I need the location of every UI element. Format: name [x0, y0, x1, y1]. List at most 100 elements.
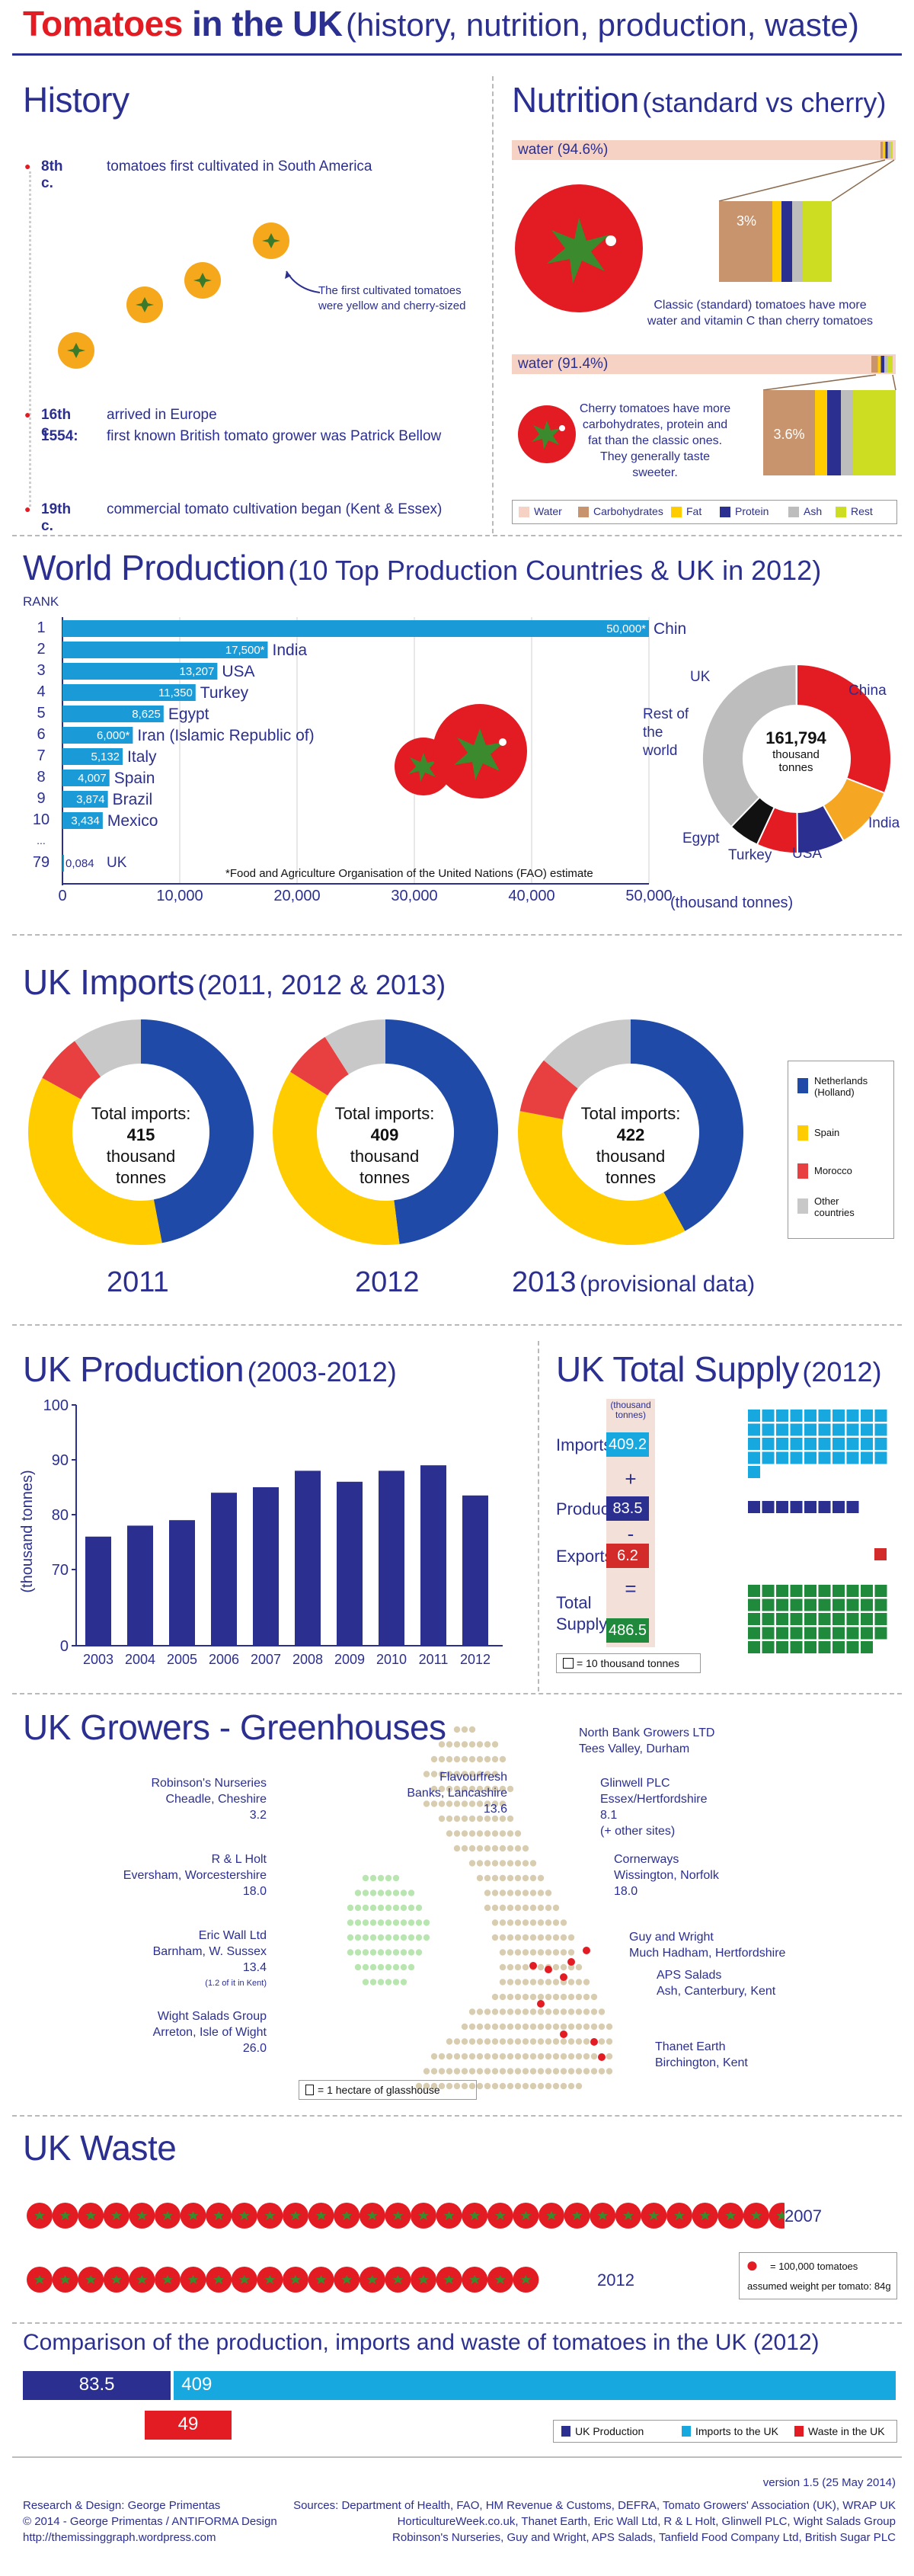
donut-slice: [385, 1019, 499, 1244]
supply-square: [846, 1585, 859, 1597]
imports-center-2011: Total imports: 415 thousand tonnes: [91, 1104, 191, 1187]
map-dot: [514, 1830, 522, 1837]
map-dot: [552, 1904, 560, 1912]
imports-title: UK Imports (2011, 2012 & 2013): [23, 962, 446, 1002]
supply-square: [776, 1627, 788, 1640]
bar: [211, 1493, 237, 1646]
grower-hectares: 18.0: [242, 1885, 267, 1898]
map-dot: [537, 2082, 545, 2090]
map-dot: [461, 2038, 468, 2045]
donut-label-egypt: Egypt: [682, 830, 720, 846]
grower-name: Robinson's Nurseries: [151, 1777, 267, 1790]
map-dot: [537, 1949, 545, 1956]
footer-version: version 1.5 (25 May 2014): [762, 2476, 896, 2489]
y-tick-label: 100: [43, 1397, 69, 1414]
world-footnote: *Food and Agriculture Organisation of th…: [225, 867, 593, 880]
map-dot: [453, 1815, 461, 1822]
supply-op: +: [625, 1467, 637, 1490]
map-dot: [567, 2082, 575, 2090]
map-dot: [446, 1771, 453, 1778]
bar: [62, 812, 103, 829]
grower-place: Tees Valley, Durham: [579, 1742, 690, 1755]
tomato-leaf: [136, 2211, 148, 2220]
supply-square: [762, 1598, 775, 1611]
history-text: tomatoes first cultivated in South Ameri…: [107, 158, 372, 174]
supply-square: [790, 1501, 803, 1513]
supply-square: [790, 1585, 803, 1597]
supply-square: [846, 1451, 859, 1464]
supply-square: [818, 1641, 831, 1653]
tomato-icon: [334, 2267, 360, 2293]
bar-value-label: 13,207: [179, 665, 214, 678]
tomato-leaf: [776, 2211, 785, 2220]
map-dot: [484, 1890, 491, 1896]
map-dot: [507, 1904, 514, 1912]
map-dot: [522, 2008, 529, 2015]
map-dot: [560, 1949, 567, 1956]
map-dot: [545, 1993, 552, 2001]
grower-entry: Glinwell PLC Essex/Hertfordshire 8.1 (+ oth…: [600, 1775, 829, 1839]
country-label: UK: [107, 855, 127, 871]
supply-square: [762, 1627, 775, 1640]
map-dot: [385, 1949, 392, 1956]
map-dot: [529, 1993, 537, 2001]
map-dot: [491, 1815, 499, 1822]
tomato-icon: [769, 2203, 785, 2229]
title-subtitle: (history, nutrition, production, waste): [345, 7, 859, 43]
map-dot: [491, 1874, 499, 1882]
map-dot: [499, 1830, 507, 1837]
imports-legend: Netherlands (Holland) Spain Morocco Othe…: [788, 1061, 894, 1239]
supply-square: [762, 1585, 775, 1597]
map-dot: [499, 2038, 507, 2045]
map-dot: [453, 2068, 461, 2075]
x-tick-label: 40,000: [508, 888, 554, 904]
supply-square: [762, 1423, 775, 1436]
map-dot: [468, 1860, 476, 1867]
map-dot: [529, 1919, 537, 1926]
footer-link[interactable]: http://themissinggraph.wordpress.com: [23, 2531, 216, 2544]
map-dot: [522, 1919, 529, 1926]
tomato-icon: [180, 2267, 206, 2293]
supply-square: [748, 1466, 760, 1478]
tomato-icon: [129, 2267, 155, 2293]
map-dot: [590, 2023, 598, 2030]
map-dot: [491, 1845, 499, 1852]
supply-square: [776, 1501, 788, 1513]
tomato-leaf: [162, 2211, 173, 2220]
map-dot: [537, 2008, 545, 2015]
supply-square: [790, 1423, 803, 1436]
country-label: India: [273, 642, 308, 659]
tomato-leaf: [725, 2211, 737, 2220]
map-dot: [491, 2023, 499, 2030]
map-dot: [453, 2082, 461, 2090]
bar: [62, 770, 110, 786]
map-dot: [362, 1919, 369, 1926]
donut-slice: [75, 1019, 141, 1077]
map-dot: [514, 1963, 522, 1971]
map-dot: [514, 2038, 522, 2045]
grower-name: Thanet Earth: [655, 2040, 726, 2053]
map-dot: [514, 2082, 522, 2090]
x-tick-label: 2009: [334, 1652, 365, 1667]
grower-name: North Bank Growers LTD: [579, 1726, 715, 1739]
map-dot: [567, 1963, 575, 1971]
map-dot: [362, 1979, 369, 1986]
donut-label-uk: UK: [690, 669, 711, 685]
uk-map: [347, 1726, 613, 2090]
map-dot: [567, 2053, 575, 2060]
map-dot: [575, 1963, 583, 1971]
map-dot: [507, 2038, 514, 2045]
map-dot: [468, 2053, 476, 2060]
rank-label: 9: [37, 790, 45, 807]
map-dot: [491, 1904, 499, 1912]
map-dot: [583, 1993, 590, 2001]
bar-value-label: 4,007: [78, 772, 107, 785]
tomato-icon: [359, 2267, 385, 2293]
map-dot: [468, 1741, 476, 1748]
tomato-leaf: [34, 2275, 45, 2284]
map-dot: [537, 1963, 545, 1971]
supply-square-chart: [748, 1410, 887, 1653]
supply-square: [833, 1641, 845, 1653]
map-dot: [514, 1993, 522, 2001]
supply-value-exports: 6.2: [606, 1544, 649, 1568]
